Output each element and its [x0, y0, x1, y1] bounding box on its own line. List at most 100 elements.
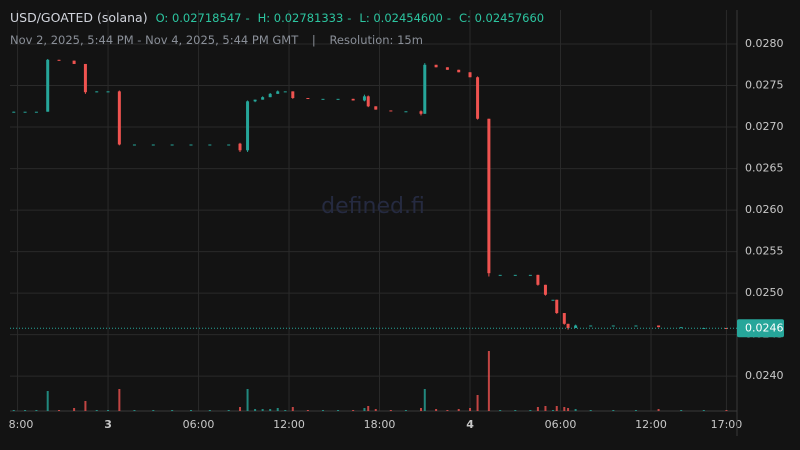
candle-body: [468, 72, 472, 78]
candle-body: [95, 91, 99, 93]
volume-bar: [12, 410, 15, 411]
volume-bar: [84, 401, 87, 411]
x-tick-label: 3: [104, 418, 112, 431]
volume-bar: [374, 409, 377, 411]
volume-bar: [133, 410, 136, 411]
volume-bar: [276, 408, 279, 411]
y-tick-label: 0.0255: [745, 245, 784, 258]
candle-body: [261, 97, 265, 100]
volume-bar: [536, 407, 539, 411]
volume-bar: [363, 408, 366, 411]
candle-body: [291, 91, 295, 99]
y-tick-label: 0.0260: [745, 203, 784, 216]
candle-body: [724, 327, 728, 329]
volume-bar: [107, 410, 110, 411]
candle-body: [321, 98, 325, 100]
x-tick-label: 4: [466, 418, 474, 431]
x-tick-label: 12:00: [273, 418, 305, 431]
volume-bar: [634, 410, 637, 411]
volume-bar: [46, 391, 49, 411]
candle-body: [476, 77, 480, 119]
candle-body: [132, 144, 136, 146]
volume-bar: [208, 410, 211, 411]
volume-bar: [291, 407, 294, 411]
candle-body: [374, 106, 378, 110]
y-tick-label: 0.0270: [745, 120, 784, 133]
x-tick-label: 12:00: [635, 418, 667, 431]
volume-bar: [284, 410, 287, 411]
candle-body: [268, 93, 272, 98]
volume-bar: [306, 410, 309, 411]
ohlc-high: H: 0.02781333: [257, 11, 344, 25]
candle-body: [46, 59, 50, 112]
candle-body: [306, 98, 310, 100]
x-tick-label: 06:00: [183, 418, 215, 431]
volume-bar: [152, 410, 155, 411]
volume-bar: [574, 409, 577, 411]
candle-body: [457, 69, 461, 73]
x-tick-label: 17:00: [711, 418, 743, 431]
volume-bar: [404, 410, 407, 411]
volume-bar: [246, 389, 249, 411]
volume-bar: [261, 409, 264, 411]
candle-body: [679, 327, 683, 329]
volume-bar: [95, 410, 98, 411]
volume-bar: [337, 410, 340, 411]
candle-body: [536, 274, 540, 285]
volume-bar: [35, 410, 38, 411]
candle-body: [57, 59, 61, 61]
candle-body: [434, 64, 438, 68]
candle-body: [117, 91, 121, 145]
candle-body: [419, 111, 423, 114]
volume-bar: [514, 410, 517, 411]
candle-body: [208, 144, 212, 146]
volume-bar: [457, 409, 460, 411]
y-tick-label: 0.0250: [745, 286, 784, 299]
candle-body: [528, 274, 532, 276]
candle-body: [189, 144, 193, 146]
volume-bar: [589, 410, 592, 411]
y-tick-label: 0.0240: [745, 369, 784, 382]
ohlc-close: C: 0.02457660: [459, 11, 545, 25]
volume-bar: [725, 410, 728, 411]
candle-body: [404, 111, 408, 113]
candle-body: [366, 96, 370, 107]
candle-body: [487, 118, 491, 274]
volume-bar: [171, 410, 174, 411]
candle-body: [423, 64, 427, 114]
header: USD/GOATED (solana) O: 0.02718547- H: 0.…: [10, 10, 548, 25]
y-tick-label: 0.0265: [745, 162, 784, 175]
volume-bar: [423, 389, 426, 411]
dash: -: [245, 11, 250, 25]
x-tick-label: 8:00: [9, 418, 34, 431]
y-tick-label: 0.0280: [745, 37, 784, 50]
volume-bar: [551, 410, 554, 411]
y-tick-label: 0.0275: [745, 79, 784, 92]
candle-body: [498, 274, 502, 276]
volume-bar: [269, 409, 272, 411]
candle-body: [551, 299, 555, 301]
volume-bar: [367, 406, 370, 411]
ohlc-open: O: 0.02718547: [155, 11, 242, 25]
last-price-label: 0.0246: [745, 321, 784, 334]
volume-bar: [352, 410, 355, 411]
candle-body: [351, 98, 355, 101]
volume-bar: [227, 410, 230, 411]
volume-bar: [118, 389, 121, 411]
candle-body: [72, 60, 76, 64]
candle-body: [170, 144, 174, 146]
volume-bar: [563, 407, 566, 411]
volume-bar: [657, 409, 660, 411]
candle-body: [513, 274, 517, 276]
candle-body: [238, 143, 242, 151]
volume-bar: [567, 408, 570, 411]
candle-body: [362, 96, 366, 101]
volume-bar: [612, 410, 615, 411]
volume-bar: [469, 408, 472, 411]
volume-bar: [702, 410, 705, 411]
candle-body: [12, 111, 16, 113]
candle-body: [106, 91, 110, 93]
resolution: Resolution: 15m: [329, 33, 423, 47]
